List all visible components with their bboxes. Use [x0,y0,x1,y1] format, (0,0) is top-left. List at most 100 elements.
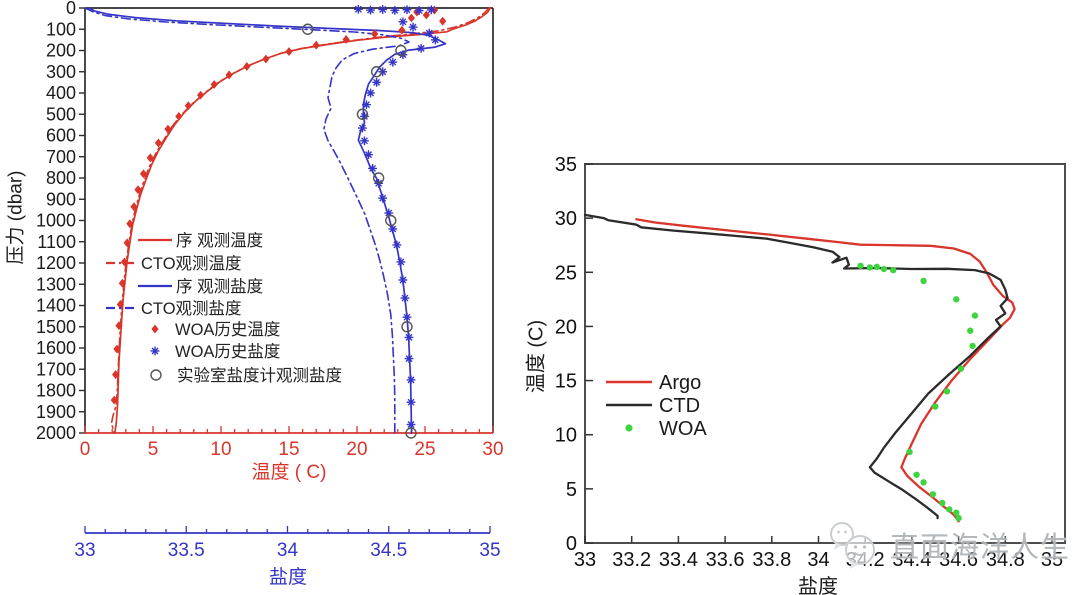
legend-label: CTD [659,395,700,417]
series-argo [635,218,1016,523]
temp-tick-label: 25 [414,439,435,460]
woa-diamond-marker [154,138,163,148]
woa-dot-marker [906,448,913,456]
woa-star-marker [378,5,388,14]
temperature-tick-label: 35 [555,154,577,176]
woa-dot-marker [971,312,979,319]
woa-star-marker [404,332,414,342]
salinity-tick-label: 33.6 [706,549,745,571]
lab-circle-marker [302,23,314,35]
woa-diamond-marker [422,10,430,20]
woa-dot-marker [913,471,920,478]
woa-diamond-marker [164,124,172,134]
woa-star-marker [388,57,398,67]
pressure-tick-label: 1700 [36,359,76,379]
woa-star-marker [426,5,436,15]
woa-star-marker [402,312,412,322]
woa-diamond-marker [210,80,218,89]
salinity-tick-label: 34.2 [846,549,885,571]
legend-item: WOA历史盐度 [150,342,280,361]
woa-diamond-marker [407,13,415,23]
lab-circle-marker [405,427,417,439]
woa-star-marker [404,354,414,364]
woa-dot-marker [957,365,965,372]
sal-tick-label: 33.5 [168,540,205,561]
legend-item: CTD [606,395,700,417]
legend-item: CTO观测温度 [106,254,242,273]
woa-diamond-marker [175,111,183,121]
woa-diamond-marker [110,395,118,405]
series-observed-salinity [88,7,447,434]
woa-star-marker [402,5,412,15]
woa-star-marker [378,193,388,203]
pressure-profile-chart: 0100200300400500600700800900100011001200… [36,0,504,561]
pressure-tick-label: 800 [46,168,76,188]
woa-star-marker [414,6,424,15]
legend-label: 序 观测盐度 [176,277,263,296]
woa-diamond-marker [116,300,124,309]
woa-star-marker [406,375,416,385]
woa-star-marker [362,100,371,110]
temp-tick-label: 10 [210,439,231,460]
woa-star-marker [398,17,408,27]
woa-dot-marker [929,491,937,498]
woa-dot-marker [953,296,960,303]
lab-circle-marker [370,66,383,78]
woa-diamond-marker [118,278,126,288]
woa-diamond-marker [146,153,154,163]
woa-star-marker [398,275,408,285]
woa-star-marker [150,346,160,356]
temp-tick-label: 30 [482,439,503,460]
pressure-tick-label: 1000 [36,211,76,231]
legend-item: 序 观测温度 [138,231,263,250]
woa-diamond-marker [371,29,379,39]
pressure-tick-label: 1400 [36,296,76,316]
temperature-tick-label: 0 [566,533,577,555]
woa-diamond-marker [113,344,121,354]
woa-diamond-marker [123,238,131,248]
woa-diamond-marker [285,47,293,56]
sal-tick-label: 35 [479,540,500,561]
woa-star-marker [396,257,406,267]
woa-star-marker [353,4,363,14]
legend-label: CTO观测盐度 [141,299,242,318]
woa-dot-marker [857,262,864,269]
series-cto-temperature [110,7,490,434]
salinity-tick-label: 34.6 [939,549,978,571]
salinity-tick-label: 34.8 [986,549,1025,571]
woa-dot-marker [873,263,881,271]
temperature-tick-label: 30 [555,208,577,230]
woa-star-marker [388,224,398,234]
woa-star-marker [368,164,377,173]
left-y-axis-label: 压力 (dbar) [5,170,27,265]
woa-diamond-marker [439,16,447,26]
woa-diamond-marker [225,70,233,80]
salinity-tick-label: 33.8 [752,549,791,571]
woa-diamond-marker [342,35,350,44]
woa-diamond-marker [130,202,138,212]
lab-circle-marker [401,321,413,333]
woa-diamond-marker [126,219,134,229]
woa-star-marker [366,88,375,98]
pressure-tick-label: 300 [46,62,76,82]
lab-circle-marker [395,44,407,57]
pressure-tick-label: 100 [46,19,76,39]
salinity-tick-label: 35 [1041,549,1063,571]
legend-label: WOA [659,418,707,440]
woa-diamond-marker [139,169,148,179]
woa-diamond-marker [184,101,192,111]
salinity-tick-label: 33.2 [612,549,651,571]
woa-dot-marker [953,509,960,516]
woa-dot-marker [946,506,953,513]
woa-diamond-marker [398,25,406,35]
legend-item: 序 观测盐度 [138,277,263,296]
ts-diagram-chart: 33 33.2 33.4 33.6 33.8 34 34.2 34.4 34.6 34.8 35 0 5… [555,154,1066,571]
legend-item: CTO观测盐度 [106,299,242,318]
woa-star-marker [358,123,367,133]
legend-label: CTO观测温度 [141,254,242,273]
left-series [84,4,492,439]
salinity-tick-label: 34.4 [892,549,931,571]
woa-star-marker [430,35,440,45]
series-ctd [583,213,1009,520]
